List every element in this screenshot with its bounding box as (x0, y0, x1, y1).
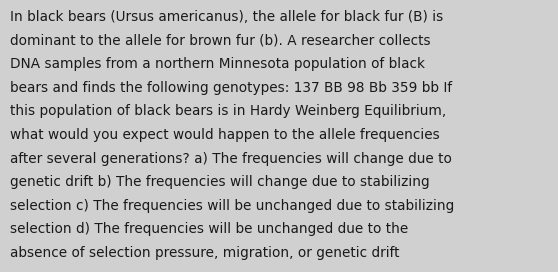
Text: absence of selection pressure, migration, or genetic drift: absence of selection pressure, migration… (10, 246, 400, 260)
Text: what would you expect would happen to the allele frequencies: what would you expect would happen to th… (10, 128, 440, 142)
Text: genetic drift b) The frequencies will change due to stabilizing: genetic drift b) The frequencies will ch… (10, 175, 430, 189)
Text: bears and finds the following genotypes: 137 BB 98 Bb 359 bb If: bears and finds the following genotypes:… (10, 81, 452, 94)
Text: In black bears (Ursus americanus), the allele for black fur (B) is: In black bears (Ursus americanus), the a… (10, 10, 443, 23)
Text: DNA samples from a northern Minnesota population of black: DNA samples from a northern Minnesota po… (10, 57, 425, 71)
Text: dominant to the allele for brown fur (b). A researcher collects: dominant to the allele for brown fur (b)… (10, 33, 431, 47)
Text: selection d) The frequencies will be unchanged due to the: selection d) The frequencies will be unc… (10, 222, 408, 236)
Text: selection c) The frequencies will be unchanged due to stabilizing: selection c) The frequencies will be unc… (10, 199, 454, 213)
Text: this population of black bears is in Hardy Weinberg Equilibrium,: this population of black bears is in Har… (10, 104, 446, 118)
Text: after several generations? a) The frequencies will change due to: after several generations? a) The freque… (10, 152, 452, 165)
